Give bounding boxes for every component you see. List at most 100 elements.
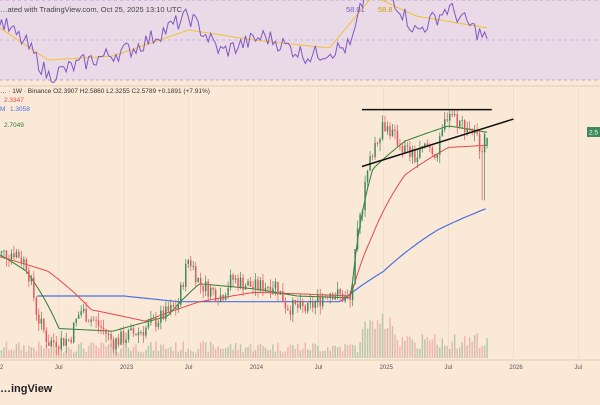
volume-bar [0,349,3,358]
volume-bar [219,348,222,358]
candle-body [264,287,267,292]
candle-body [394,129,396,131]
x-axis-ticks: 2 Jul 2023 Jul 2024 Jul 2025 Jul 2026 Jul [0,365,582,371]
candle-body [346,296,349,298]
candle-body [441,129,444,137]
candle-body [344,296,346,302]
candle-body [351,283,354,300]
volume-bar [23,345,25,358]
ma3-value: 2.7049 [4,122,24,129]
volume-bar [297,343,299,358]
volume-bar [344,343,346,358]
volume-bar [15,343,18,358]
ma1-value: 2.3347 [4,97,24,104]
candle-body [155,317,157,327]
candle-body [157,322,160,327]
volume-bar [180,349,182,358]
candle-body [43,318,45,331]
volume-bar [354,345,356,358]
candle-body [97,320,100,326]
volume-bar [35,351,38,358]
candle-body [444,119,446,130]
candle-body [314,301,317,308]
volume-bars [0,313,488,358]
candle-body [67,339,70,341]
volume-bar [234,342,237,358]
volume-bar [294,348,297,358]
candle-body [404,145,406,153]
candle-body [267,286,269,288]
candle-body [70,339,72,343]
candle-body [23,259,25,263]
volume-bar [284,351,287,358]
candle-body [371,156,374,158]
volume-bar [419,348,421,358]
volume-bar [142,352,145,358]
candle-body [312,302,314,308]
volume-bar [43,348,45,358]
volume-bar [247,347,249,358]
volume-bar [426,336,429,358]
candle-body [18,251,20,258]
candle-body [152,317,155,319]
x-tick-label: Jul [55,365,63,371]
candle-body [486,137,488,146]
volume-bar [456,348,458,358]
candle-body [20,257,23,263]
volume-bar [135,344,137,358]
volume-bar [339,346,341,358]
candle-body [282,290,284,302]
candle-body [120,331,122,345]
candle-body [331,293,334,300]
legend: … · 1W · Binance O2.3907 H2.5860 L2.3255… [0,88,210,129]
candle-body [5,250,8,259]
volume-bar [302,348,304,358]
candle-body [483,133,486,153]
candle-body [90,319,92,322]
volume-bar [122,344,125,358]
x-tick-label: Jul [574,365,582,371]
candle-body [299,301,302,308]
volume-bar [214,348,217,358]
candle-body [53,340,55,343]
candle-body [0,251,3,253]
volume-bar [105,346,107,358]
volume-bar [346,345,349,358]
candle-body [292,299,294,315]
volume-bar [102,343,105,358]
chart-grid [58,88,579,358]
volume-bar [75,351,77,358]
volume-bar [341,351,344,358]
volume-bar [192,351,194,358]
volume-bar [473,334,476,358]
volume-bar [130,350,132,358]
candle-body [359,214,361,229]
candle-body [448,113,451,121]
volume-bar [197,349,199,358]
candle-body [254,279,257,288]
candle-body [87,321,90,323]
candle-body [396,130,399,146]
volume-bar [277,342,279,358]
volume-bar [287,347,289,358]
volume-bar [147,345,150,358]
candle-body [75,318,77,323]
volume-bar [414,342,416,358]
candle-body [147,322,150,328]
candle-body [189,260,192,267]
volume-bar [65,350,67,358]
candle-body [140,331,142,333]
volume-bar [384,328,386,358]
candle-body [160,310,162,323]
candle-body [326,296,329,298]
candle-body [456,114,458,127]
volume-bar [95,344,97,358]
candle-body [100,325,102,328]
candle-body [389,126,391,137]
volume-bar [187,349,189,358]
candle-body [239,277,242,288]
volume-bar [267,349,269,358]
candle-body [336,289,339,297]
candle-body [187,260,189,264]
volume-bar [404,341,406,358]
